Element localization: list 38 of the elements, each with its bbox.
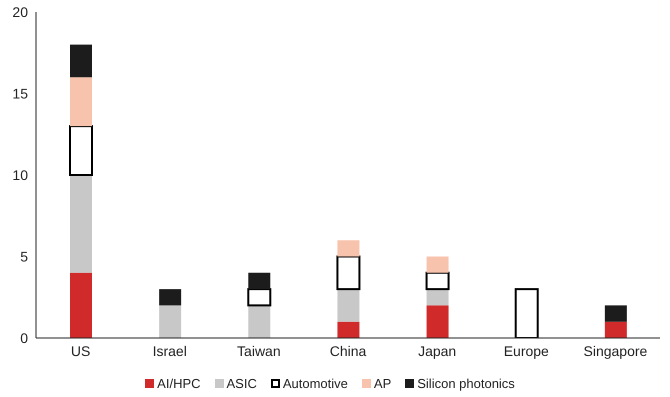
legend-label: AI/HPC bbox=[156, 376, 201, 391]
x-tick-label: Japan bbox=[418, 342, 456, 359]
x-tick-label: Taiwan bbox=[237, 342, 281, 359]
bar bbox=[248, 305, 270, 338]
y-tick-label: 10 bbox=[12, 166, 28, 183]
bar bbox=[514, 288, 539, 338]
bar bbox=[337, 240, 360, 256]
bar bbox=[426, 289, 449, 306]
y-tick-label: 0 bbox=[20, 330, 28, 346]
bar bbox=[604, 305, 627, 322]
bar bbox=[159, 305, 182, 338]
bar bbox=[247, 288, 272, 306]
bar bbox=[337, 289, 360, 322]
bar bbox=[70, 44, 92, 78]
bar bbox=[426, 256, 449, 273]
x-tick-label: US bbox=[70, 342, 90, 359]
bar bbox=[70, 272, 92, 338]
bar bbox=[336, 256, 360, 290]
bar bbox=[337, 322, 360, 338]
legend-label: AP bbox=[372, 376, 392, 391]
y-tick-label: 5 bbox=[20, 248, 28, 264]
bar bbox=[159, 289, 182, 306]
x-tick-label: China bbox=[330, 342, 366, 359]
x-tick-label: Singapore bbox=[584, 342, 648, 359]
bar bbox=[248, 272, 270, 290]
bar bbox=[70, 77, 92, 126]
legend-label: ASIC bbox=[226, 376, 257, 391]
y-tick-label: 20 bbox=[12, 4, 28, 20]
bar bbox=[604, 322, 627, 338]
x-tick-label: Europe bbox=[504, 342, 550, 359]
legend-label: Silicon photonics bbox=[416, 376, 515, 391]
x-tick-label: Israel bbox=[152, 342, 187, 359]
bar bbox=[426, 272, 450, 290]
bar bbox=[70, 175, 92, 273]
bar bbox=[69, 125, 93, 176]
bar bbox=[426, 305, 449, 338]
legend-label: Automotive bbox=[282, 376, 348, 391]
y-tick-label: 15 bbox=[12, 85, 28, 102]
